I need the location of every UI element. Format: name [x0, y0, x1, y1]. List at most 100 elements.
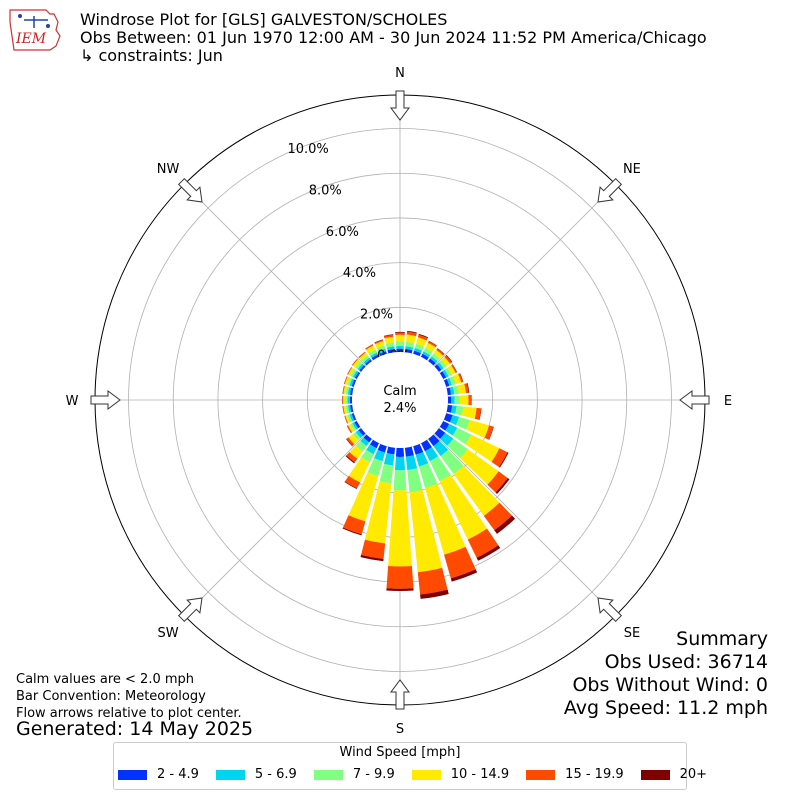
grid-ring	[172, 172, 628, 628]
wind-bar-segment	[344, 415, 348, 424]
wind-bar-segment	[442, 369, 449, 378]
obs-used: Obs Used: 36714	[604, 651, 768, 673]
wind-bar-segment	[383, 453, 395, 466]
wind-bar-segment	[378, 348, 387, 354]
spoke-line	[433, 433, 616, 616]
chart-title: Windrose Plot for [GLS] GALVESTON/SCHOLE…	[80, 10, 448, 29]
wind-bar-segment	[395, 341, 405, 347]
wind-bar-segment	[352, 370, 359, 379]
wind-bar-segment	[342, 405, 345, 415]
legend-item: 7 - 9.9	[313, 767, 395, 782]
wind-bar-segment	[346, 425, 352, 434]
wind-bar-segment	[420, 589, 449, 599]
wind-bar-segment	[393, 470, 407, 491]
summary-block: Summary Obs Used: 36714 Obs Without Wind…	[564, 628, 768, 720]
legend-label: 10 - 14.9	[450, 767, 510, 782]
legend-label: 2 - 4.9	[157, 767, 199, 782]
wind-bar-segment	[434, 428, 446, 439]
radial-tick-label: 2.0%	[360, 307, 393, 322]
compass-labels: N NE E SE S SW W NW	[66, 66, 733, 737]
flow-arrow-icon	[597, 177, 623, 203]
wind-bar-segment	[446, 354, 453, 363]
flow-arrow-icon	[390, 679, 410, 710]
wind-bar-segment	[452, 374, 462, 385]
wind-bar-segment	[454, 395, 460, 405]
wind-bar-segment	[405, 341, 415, 348]
wind-bar-segment	[476, 545, 501, 561]
wind-bar-segment	[344, 475, 360, 489]
wind-bar-segment	[352, 432, 361, 441]
compass-label: N	[395, 66, 405, 81]
avg-speed: Avg Speed: 11.2 mph	[563, 697, 768, 719]
wind-bar-segment	[347, 396, 350, 404]
wind-bar-segment	[468, 394, 472, 406]
wind-bar-segment	[446, 377, 452, 386]
wind-bar-segment	[349, 378, 355, 387]
wind-bar-segment	[450, 569, 478, 582]
wind-bar-segment	[365, 344, 373, 349]
wind-bar-segment	[347, 377, 353, 386]
wind-bar-segment	[414, 348, 423, 354]
wind-bar-segment	[347, 367, 353, 375]
wind-bar-segment	[354, 420, 361, 429]
wind-bar-segment	[428, 358, 436, 366]
wind-bar-segment	[346, 452, 358, 463]
wind-bar-segment	[347, 405, 352, 413]
wind-bar-segment	[447, 438, 468, 459]
wind-bar-segment	[342, 385, 345, 395]
wind-bar-segment	[420, 439, 432, 452]
calm-label: Calm	[383, 384, 416, 399]
wind-bar-segment	[355, 430, 364, 439]
wind-bar-segment	[342, 395, 344, 405]
spoke-line	[433, 184, 616, 367]
wind-bar-segment	[404, 348, 413, 354]
wind-bar-segment	[413, 350, 421, 357]
wind-bar-segment	[361, 449, 374, 463]
flow-arrow-icon	[597, 597, 623, 623]
wind-bar-segment	[427, 341, 437, 348]
wind-bar-segment	[348, 457, 370, 483]
wind-bar-segment	[498, 452, 509, 468]
title-block: Windrose Plot for [GLS] GALVESTON/SCHOLE…	[80, 11, 707, 65]
wind-bar-segment	[363, 434, 372, 443]
wind-bar-segment	[414, 343, 424, 351]
wind-bar-segment	[436, 348, 445, 356]
logo-text: IEM	[15, 31, 47, 47]
wind-bar-segment	[352, 358, 358, 366]
wind-bar-segment	[479, 408, 482, 420]
wind-bar-segment	[361, 355, 370, 363]
compass-label: SW	[158, 626, 179, 641]
iem-logo: IEM	[9, 9, 61, 51]
wind-bar-segment	[455, 405, 464, 416]
wind-bar-segment	[453, 385, 459, 395]
wind-bar-segment	[375, 341, 385, 349]
radial-tick-label: 4.0%	[343, 266, 376, 281]
wind-bar-segment	[349, 445, 363, 459]
radial-tick-label: 6.0%	[326, 225, 359, 240]
wind-bar-segment	[386, 446, 396, 455]
wind-bar-segment	[386, 566, 414, 589]
wind-bar-segment	[344, 376, 348, 385]
wind-bar-segment	[357, 363, 364, 371]
wind-bar-segment	[350, 423, 357, 431]
wind-bar-segment	[345, 396, 348, 404]
legend-item: 15 - 19.9	[526, 767, 624, 782]
legend-swatch	[118, 769, 147, 780]
legend-item: 10 - 14.9	[411, 767, 510, 782]
wind-bar-segment	[438, 360, 447, 369]
wind-bar-segment	[447, 396, 452, 404]
wind-bar-segment	[449, 376, 456, 386]
wind-bar-segment	[386, 588, 414, 592]
wind-bar-segment	[446, 404, 453, 413]
legend-item: 2 - 4.9	[118, 767, 199, 782]
wind-bar-segment	[449, 386, 455, 395]
wind-bar-segment	[358, 351, 366, 358]
wind-bar-segment	[461, 406, 477, 419]
wind-bar-segment	[440, 449, 464, 475]
wind-bar-segment	[395, 334, 405, 342]
wind-bar-segment	[354, 371, 361, 380]
wind-bar-segment	[417, 334, 428, 341]
compass-label: NE	[623, 162, 641, 177]
wind-bar-segment	[471, 394, 472, 406]
